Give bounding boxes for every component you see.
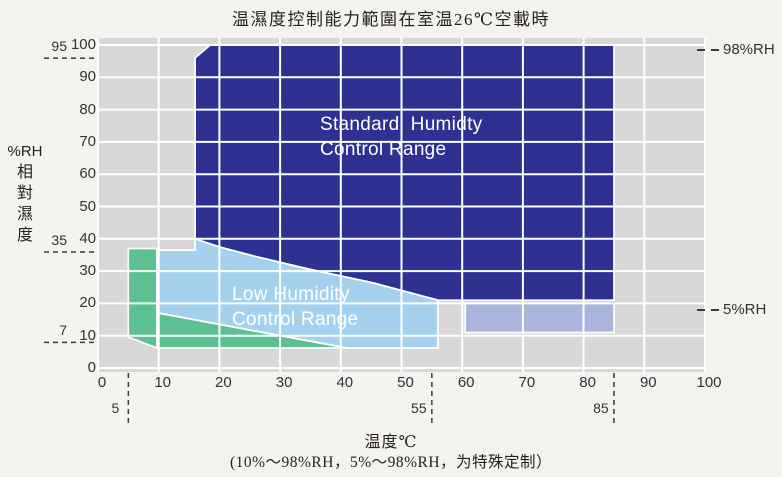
y-tick-label-50: 50 xyxy=(79,197,96,215)
green-column-range-fill xyxy=(128,248,157,348)
chart-title: 温濕度控制能力範圍在室温26℃空載時 xyxy=(231,10,551,29)
standard-humidity-range-label-line: Standard Humidty xyxy=(320,114,483,135)
low-humidity-range-label: Low Humidity Control Range xyxy=(232,282,358,332)
x-tick-label-30: 30 xyxy=(275,374,293,391)
y-axis-title: %RH 相 對 濕 度 xyxy=(4,141,46,246)
x-axis-title: 温度℃ xyxy=(364,434,418,451)
x-special-tick-label-85: 85 xyxy=(593,400,609,416)
y-axis-unit: %RH xyxy=(7,143,43,160)
footnote: (10%～98%RH，5%～98%RH，为特殊定制） xyxy=(229,454,553,471)
low-humidity-range-label-line: Control Range xyxy=(232,309,359,330)
green-wedge-range-outline xyxy=(157,312,348,349)
standard-humidity-range-label-line: Control Range xyxy=(320,139,447,160)
y-tick-label-70: 70 xyxy=(79,132,96,150)
x-special-tick-label-55: 55 xyxy=(411,400,427,416)
low-humidity-range-fill xyxy=(158,238,438,348)
y-special-tick-label-95: 95 xyxy=(51,38,67,55)
x-tick-label-100: 100 xyxy=(696,374,722,391)
y-axis-char-1: 相 xyxy=(16,164,33,181)
lavender-extension-range-outline xyxy=(464,302,615,334)
y-tick-label-20: 20 xyxy=(79,294,96,312)
annotation-label-5%RH: 5%RH xyxy=(723,301,767,318)
y-tick-label-100: 100 xyxy=(70,36,96,53)
y-tick-label-90: 90 xyxy=(79,68,96,86)
y-axis-char-4: 度 xyxy=(16,227,33,244)
y-tick-label-0: 0 xyxy=(87,359,96,376)
standard-humidity-range-label: Standard Humidty Control Range xyxy=(320,112,482,162)
lavender-extension-range-fill xyxy=(465,303,614,333)
x-tick-label-20: 20 xyxy=(215,374,232,391)
y-tick-label-40: 40 xyxy=(79,229,96,247)
x-tick-label-10: 10 xyxy=(154,374,172,391)
x-tick-label-80: 80 xyxy=(579,374,596,391)
x-tick-label-0: 0 xyxy=(97,374,107,391)
x-tick-label-60: 60 xyxy=(457,374,475,391)
x-tick-label-70: 70 xyxy=(518,374,536,391)
x-tick-label-50: 50 xyxy=(397,374,414,391)
y-tick-label-80: 80 xyxy=(79,100,96,118)
low-humidity-range-label-line: Low Humidity xyxy=(232,284,350,305)
x-tick-label-40: 40 xyxy=(336,374,354,391)
y-axis-char-2: 對 xyxy=(16,185,33,202)
y-special-tick-label-35: 35 xyxy=(51,231,67,248)
green-column-range-outline xyxy=(127,247,158,350)
y-tick-label-30: 30 xyxy=(79,262,96,280)
y-tick-label-60: 60 xyxy=(79,165,96,183)
annotation-label-98%RH: 98%RH xyxy=(723,41,775,58)
x-special-tick-label-5: 5 xyxy=(111,400,120,416)
y-special-tick-label-7: 7 xyxy=(59,322,67,339)
x-tick-label-90: 90 xyxy=(639,374,657,391)
y-axis-char-3: 濕 xyxy=(16,206,33,223)
y-tick-label-10: 10 xyxy=(79,326,96,344)
